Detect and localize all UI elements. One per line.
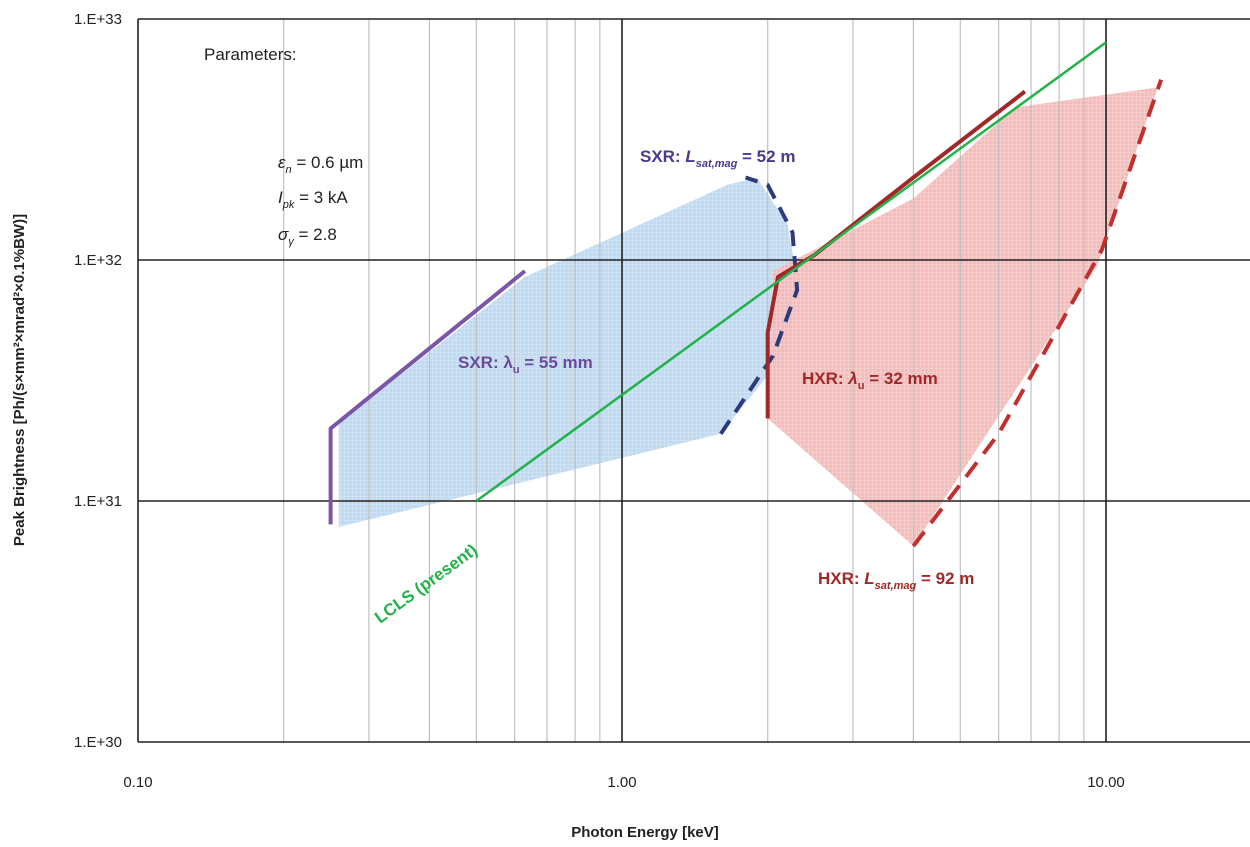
lcls-present-label: LCLS (present) [371, 540, 481, 627]
sxr-lambda-line [328, 269, 527, 525]
hxr-lsat-dashed-line [911, 79, 1163, 548]
y-tick-label: 1.E+33 [74, 11, 122, 28]
hxr-lambda-line [765, 89, 1027, 419]
y-tick-label: 1.E+31 [74, 493, 122, 510]
y-axis-title: Peak Brightness [Ph/(s×mm²×mrad²×0.1%BW)… [11, 214, 28, 546]
param-emittance: εn = 0.6 µm [278, 153, 363, 176]
x-tick-label: 1.00 [607, 774, 636, 791]
lcls-present-line [475, 41, 1107, 503]
y-tick-label: 1.E+32 [74, 252, 122, 269]
y-tick-label: 1.E+30 [74, 734, 122, 751]
param-peak-current: Ipk = 3 kA [278, 188, 348, 211]
parameters-title: Parameters: [204, 45, 297, 64]
sxr-lsat-label: SXR: Lsat,mag = 52 m [640, 147, 795, 170]
y-axis-ticks: 1.E+30 1.E+31 1.E+32 1.E+33 [74, 11, 122, 751]
sxr-lsat-dashed-line [719, 175, 800, 435]
hxr-lsat-label: HXR: Lsat,mag = 92 m [818, 569, 974, 592]
hxr-lambda-label: HXR: λu = 32 mm [802, 369, 938, 392]
x-axis-title: Photon Energy [keV] [571, 824, 719, 841]
sxr-lambda-label: SXR: λu = 55 mm [458, 353, 593, 376]
param-energy-spread: σγ = 2.8 [278, 225, 337, 248]
sxr-region [338, 177, 798, 527]
x-tick-label: 0.10 [123, 774, 152, 791]
x-tick-label: 10.00 [1087, 774, 1125, 791]
hxr-region [767, 87, 1158, 547]
x-axis-ticks: 0.10 1.00 10.00 [123, 774, 1124, 791]
